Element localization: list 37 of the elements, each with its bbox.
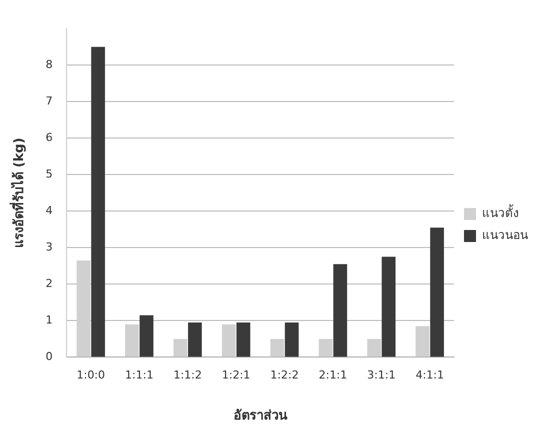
x-tick-label: 1:1:1 bbox=[125, 368, 154, 382]
y-tick-label: 7 bbox=[46, 94, 53, 108]
bar bbox=[188, 322, 202, 357]
x-tick-label: 3:1:1 bbox=[367, 368, 396, 382]
bar bbox=[416, 326, 430, 357]
x-tick-label: 1:2:2 bbox=[270, 368, 299, 382]
bar bbox=[140, 315, 154, 357]
bar bbox=[382, 256, 396, 357]
bar bbox=[222, 324, 236, 357]
x-tick-label: 1:2:1 bbox=[222, 368, 250, 382]
x-axis-title: อัตราส่วน bbox=[233, 408, 288, 424]
x-tick-label: 4:1:1 bbox=[416, 368, 444, 382]
legend-label: แนวตั้ง bbox=[482, 204, 519, 220]
y-tick-label: 8 bbox=[46, 58, 53, 71]
bar bbox=[318, 338, 333, 357]
bar bbox=[430, 228, 444, 357]
bar bbox=[91, 46, 105, 357]
y-tick-label: 1 bbox=[46, 314, 53, 327]
y-tick-label: 2 bbox=[46, 277, 53, 290]
bar bbox=[76, 260, 90, 357]
bar bbox=[270, 338, 284, 357]
bar bbox=[284, 322, 299, 357]
y-tick-label: 5 bbox=[46, 168, 53, 181]
x-tick-label: 2:1:1 bbox=[318, 368, 348, 382]
y-tick-label: 0 bbox=[46, 350, 53, 364]
bar bbox=[125, 324, 139, 357]
x-tick-label: 1:1:2 bbox=[173, 368, 202, 382]
y-axis-title: แรงอัดที่รับได้ (kg) bbox=[9, 138, 28, 248]
legend-label: แนวนอน bbox=[482, 228, 528, 242]
bar bbox=[333, 264, 348, 357]
bar bbox=[367, 338, 381, 357]
x-tick-label: 1:0:0 bbox=[76, 368, 106, 382]
y-tick-label: 3 bbox=[46, 240, 53, 254]
bar bbox=[236, 322, 250, 357]
y-tick-label: 4 bbox=[46, 204, 53, 218]
bar bbox=[173, 338, 188, 357]
y-tick-label: 6 bbox=[46, 130, 53, 144]
